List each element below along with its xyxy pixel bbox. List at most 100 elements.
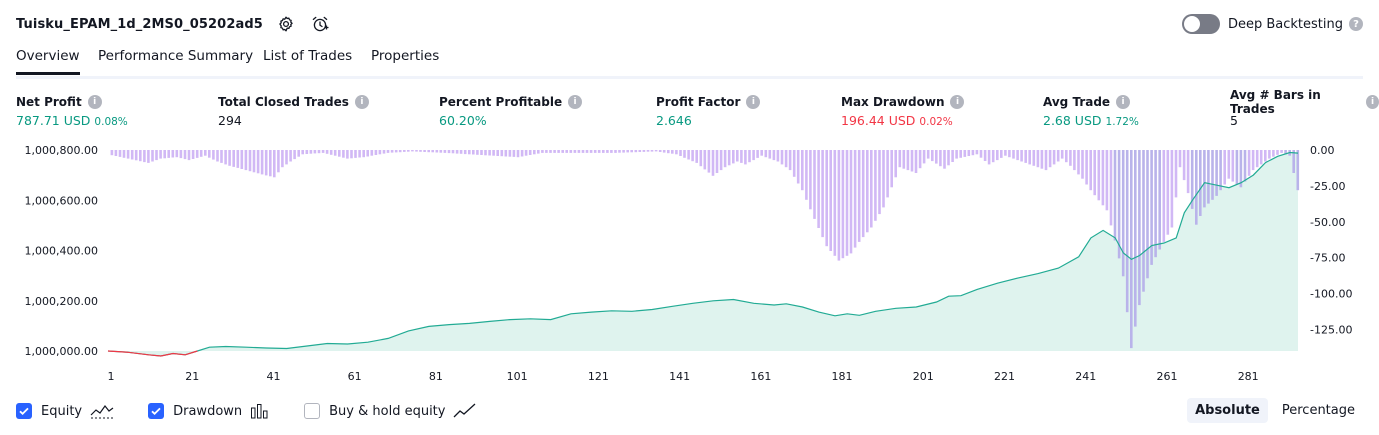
tab-properties[interactable]: Properties <box>371 48 440 64</box>
drawdown-bar <box>646 150 650 152</box>
drawdown-checkbox[interactable] <box>148 403 165 419</box>
metric-label: Net Profit <box>16 95 82 109</box>
drawdown-bar <box>143 150 146 163</box>
drawdown-bar <box>845 150 849 256</box>
tab-list-of-trades[interactable]: List of Trades <box>263 48 353 64</box>
drawdown-bar <box>991 150 995 163</box>
drawdown-bar <box>1199 150 1202 216</box>
metric-value: 60.20% <box>439 113 487 128</box>
x-tick-label: 201 <box>913 370 934 383</box>
equity-checkbox[interactable] <box>16 403 32 419</box>
drawdown-bar <box>910 150 914 172</box>
drawdown-bar <box>191 150 195 159</box>
drawdown-bar <box>764 150 768 158</box>
drawdown-bar <box>886 150 889 198</box>
right-tick-label: -100.00 <box>1310 288 1352 301</box>
info-icon[interactable]: i <box>1365 95 1379 109</box>
drawdown-bar <box>1077 150 1080 175</box>
drawdown-bar <box>199 150 203 157</box>
deep-backtesting-toggle[interactable] <box>1181 14 1220 34</box>
drawdown-bar <box>317 150 321 154</box>
drawdown-bar <box>577 150 581 153</box>
drawdown-bar <box>1231 150 1235 182</box>
drawdown-bar <box>159 150 162 159</box>
drawdown-bar <box>1097 150 1101 201</box>
drawdown-bar <box>959 150 962 158</box>
info-icon[interactable]: i <box>87 95 102 109</box>
drawdown-bar <box>727 150 731 166</box>
drawdown-bar <box>333 150 337 156</box>
legend-equity[interactable]: Equity <box>16 403 114 419</box>
tab-overview[interactable]: Overview <box>16 48 80 75</box>
drawdown-bar <box>403 150 406 152</box>
drawdown-bar <box>1069 150 1072 166</box>
metric-profit-factor: Profit Factor i 2.646 <box>656 94 761 129</box>
buy-hold-checkbox[interactable] <box>304 403 321 419</box>
drawdown-bar <box>894 150 897 178</box>
x-tick-label: 81 <box>429 370 443 383</box>
drawdown-bar <box>415 150 418 152</box>
metric-value: 294 <box>218 113 242 128</box>
legend-drawdown[interactable]: Drawdown <box>148 403 270 419</box>
column-bars-icon <box>250 403 270 419</box>
drawdown-bar <box>1276 150 1279 155</box>
drawdown-bar <box>553 150 556 153</box>
drawdown-bar <box>829 150 832 251</box>
drawdown-bar <box>768 150 772 159</box>
drawdown-bar <box>1280 150 1283 153</box>
drawdown-bar <box>1105 150 1109 211</box>
metric-avg-bars-in-trades: Avg # Bars in Trades i 5 <box>1230 88 1379 129</box>
drawdown-bar <box>1235 150 1239 185</box>
drawdown-bar <box>431 150 434 153</box>
percentage-button[interactable]: Percentage <box>1281 402 1355 418</box>
legend-label: Buy & hold equity <box>329 403 446 419</box>
settings-icon[interactable] <box>275 13 297 35</box>
drawdown-bar <box>1243 150 1247 182</box>
metric-avg-trade: Avg Trade i 2.68 USD 1.72% <box>1043 94 1139 129</box>
drawdown-bar <box>561 150 564 153</box>
drawdown-bar <box>1186 150 1190 194</box>
drawdown-bar <box>528 150 532 155</box>
drawdown-bar <box>1223 150 1226 185</box>
drawdown-bar <box>179 150 183 159</box>
metric-value: 196.44 USD <box>841 113 916 128</box>
drawdown-bar <box>195 150 199 158</box>
info-icon[interactable]: i <box>1116 95 1131 109</box>
drawdown-bar <box>321 150 325 153</box>
drawdown-bar <box>752 150 755 161</box>
drawdown-bar <box>926 150 930 159</box>
legend-buy-hold-equity[interactable]: Buy & hold equity <box>304 403 477 419</box>
drawdown-bar <box>874 150 877 221</box>
metric-percent-profitable: Percent Profitable i 60.20% <box>439 94 583 129</box>
drawdown-bar <box>626 150 629 153</box>
drawdown-bar <box>1166 150 1170 235</box>
drawdown-bar <box>975 150 979 155</box>
info-icon[interactable]: i <box>746 95 761 109</box>
equity-drawdown-chart[interactable]: 1,000,800.00 1,000,600.00 1,000,400.00 1,00… <box>0 140 1379 390</box>
drawdown-bar <box>516 150 520 158</box>
help-icon[interactable]: ? <box>1349 17 1363 31</box>
drawdown-bar <box>658 150 662 152</box>
absolute-button[interactable]: Absolute <box>1187 397 1268 423</box>
drawdown-bar <box>1178 150 1182 168</box>
drawdown-bar <box>813 150 816 219</box>
drawdown-bar <box>427 150 430 153</box>
drawdown-bar <box>289 150 292 162</box>
drawdown-bar <box>541 150 544 153</box>
drawdown-bar <box>784 150 788 168</box>
metric-value: 5 <box>1230 113 1238 128</box>
x-tick-label: 181 <box>832 370 853 383</box>
left-tick-label: 1,000,200.00 <box>25 295 98 308</box>
add-alert-icon[interactable] <box>309 13 331 35</box>
info-icon[interactable]: i <box>354 95 369 109</box>
drawdown-bar <box>878 150 881 215</box>
tab-performance-summary[interactable]: Performance Summary <box>98 48 254 64</box>
drawdown-bar <box>1142 150 1145 292</box>
drawdown-bar <box>187 150 191 161</box>
info-icon[interactable]: i <box>950 95 965 109</box>
info-icon[interactable]: i <box>568 95 583 109</box>
drawdown-bar <box>1268 150 1271 159</box>
drawdown-bar <box>918 150 922 169</box>
drawdown-bar <box>167 150 170 158</box>
drawdown-bar <box>638 150 642 152</box>
